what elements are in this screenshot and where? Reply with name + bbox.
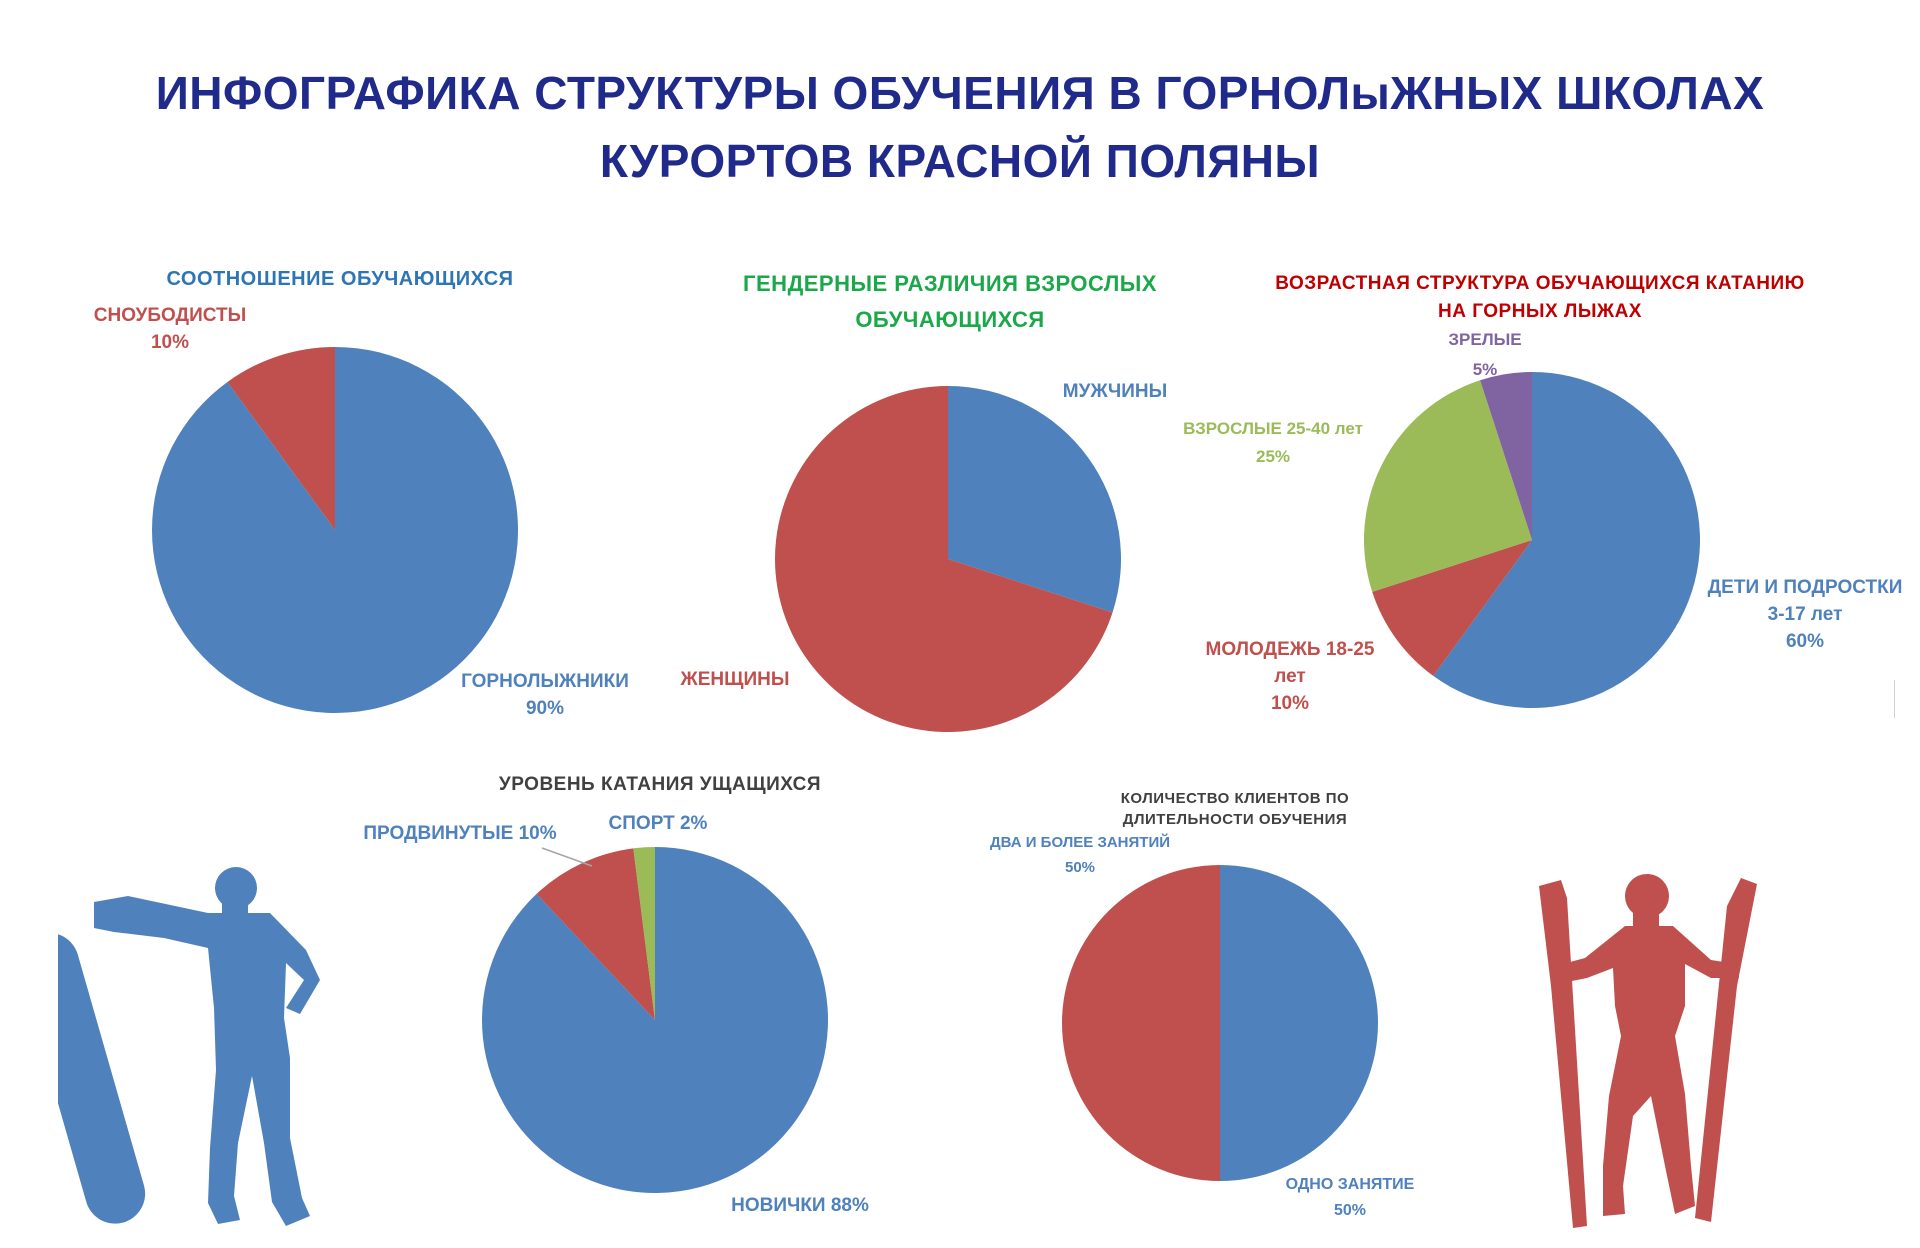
snowboarder-silhouette-icon	[58, 867, 320, 1226]
chart-3-label-children-name: ДЕТИ И ПОДРОСТКИ	[1707, 577, 1903, 598]
chart-3-pie	[1364, 372, 1700, 708]
chart-5-title: КОЛИЧЕСТВО КЛИЕНТОВ ПО ДЛИТЕЛЬНОСТИ ОБУЧ…	[1070, 788, 1400, 830]
chart-1-slice-2	[227, 347, 335, 530]
chart-2-title: ГЕНДЕРНЫЕ РАЗЛИЧИЯ ВЗРОСЛЫХ ОБУЧАЮЩИХСЯ	[680, 266, 1220, 338]
chart-3-label-adults-value: 25%	[1255, 447, 1291, 466]
chart-5-title-line-2: ДЛИТЕЛЬНОСТИ ОБУЧЕНИЯ	[1122, 811, 1348, 828]
chart-3-label-adults-name: ВЗРОСЛЫЕ 25-40 лет	[1183, 419, 1363, 438]
chart-2-label-women-name: ЖЕНЩИНЫ	[680, 669, 790, 690]
chart-3-label-children-sub: 3-17 лет	[1767, 604, 1843, 625]
chart-2-title-line-1: ГЕНДЕРНЫЕ РАЗЛИЧИЯ ВЗРОСЛЫХ	[743, 271, 1157, 296]
chart-1-label-skiers-name: ГОРНОЛЫЖНИКИ	[461, 671, 629, 692]
chart-4-pie	[481, 847, 828, 1193]
chart-1-label-snowboarders: СНОУБОДИСТЫ 10%	[40, 302, 300, 356]
chart-2-slice-1	[948, 386, 1121, 613]
chart-5-label-two-plus-name: ДВА И БОЛЕЕ ЗАНЯТИЙ	[989, 834, 1171, 851]
page-title-line-1: ИНФОГРАФИКА СТРУКТУРЫ ОБУЧЕНИЯ В ГОРНОЛы…	[155, 67, 1765, 119]
chart-3-label-youth-sub: лет	[1274, 666, 1306, 687]
chart-4-label-sport: СПОРТ 2%	[588, 810, 728, 837]
divider-line	[1894, 680, 1895, 718]
chart-3-label-mature-value: 5%	[1472, 360, 1498, 379]
chart-5-label-two-plus: ДВА И БОЛЕЕ ЗАНЯТИЙ 50%	[955, 830, 1205, 880]
chart-2-pie	[775, 386, 1121, 732]
chart-3-slice-1	[1433, 372, 1700, 708]
chart-1-label-skiers-value: 90%	[525, 698, 565, 719]
chart-5-title-line-1: КОЛИЧЕСТВО КЛИЕНТОВ ПО	[1120, 790, 1350, 807]
chart-2-slice-2	[775, 386, 1113, 732]
chart-5-pie	[1062, 865, 1378, 1181]
chart-3-title-line-1: ВОЗРАСТНАЯ СТРУКТУРА ОБУЧАЮЩИХСЯ КАТАНИЮ	[1275, 273, 1805, 294]
chart-4-label-beginners: НОВИЧКИ 88%	[690, 1192, 910, 1219]
chart-5-label-one: ОДНО ЗАНЯТИЕ 50%	[1250, 1172, 1450, 1224]
chart-3-label-youth-value: 10%	[1270, 693, 1310, 714]
chart-1-label-snowboarders-value: 10%	[150, 332, 190, 353]
chart-3-title-line-2: НА ГОРНЫХ ЛЫЖАХ	[1438, 301, 1642, 322]
chart-3-slice-2	[1372, 540, 1532, 676]
chart-4-slice-2	[536, 848, 655, 1020]
chart-5-slice-1	[1220, 865, 1378, 1181]
page-title-line-2: КУРОРТОВ КРАСНОЙ ПОЛЯНЫ	[599, 135, 1321, 187]
chart-1-title: СООТНОШЕНИЕ ОБУЧАЮЩИХСЯ	[166, 268, 514, 290]
chart-4-title: УРОВЕНЬ КАТАНИЯ УЩАЩИХСЯ	[498, 774, 822, 795]
chart-2-label-men: МУЖЧИНЫ	[1040, 378, 1190, 405]
chart-4-label-sport-value: СПОРТ 2%	[608, 813, 708, 834]
chart-1-label-snowboarders-name: СНОУБОДИСТЫ	[93, 305, 247, 326]
chart-3-label-mature-name: ЗРЕЛЫЕ	[1448, 330, 1522, 349]
chart-4-label-advanced: ПРОДВИНУТЫЕ 10%	[340, 820, 580, 847]
skier-silhouette-icon	[1539, 874, 1757, 1228]
chart-5-label-one-value: 50%	[1333, 1202, 1367, 1219]
chart-3-label-youth-name: МОЛОДЕЖЬ 18-25	[1205, 639, 1375, 660]
chart-3-label-children-value: 60%	[1785, 631, 1825, 652]
chart-4-leader-line	[541, 847, 593, 867]
chart-5-slice-2	[1062, 865, 1220, 1181]
chart-4-slice-3	[633, 847, 655, 1020]
chart-4-slice-1	[481, 847, 828, 1193]
chart-5-label-one-name: ОДНО ЗАНЯТИЕ	[1285, 1176, 1415, 1193]
chart-3-label-mature: ЗРЕЛЫЕ 5%	[1410, 325, 1560, 385]
chart-2-label-men-name: МУЖЧИНЫ	[1062, 381, 1168, 402]
chart-2-label-women: ЖЕНЩИНЫ	[660, 666, 810, 693]
chart-1-slice-1	[151, 347, 518, 713]
chart-3-title: ВОЗРАСТНАЯ СТРУКТУРА ОБУЧАЮЩИХСЯ КАТАНИЮ…	[1240, 270, 1840, 326]
chart-3-label-adults: ВЗРОСЛЫЕ 25-40 лет 25%	[1168, 415, 1378, 471]
chart-3-slice-4	[1480, 372, 1532, 540]
chart-3-label-children: ДЕТИ И ПОДРОСТКИ 3-17 лет 60%	[1690, 574, 1920, 655]
chart-3-label-youth: МОЛОДЕЖЬ 18-25 лет 10%	[1180, 636, 1400, 717]
chart-3-slice-3	[1364, 380, 1532, 592]
chart-1-pie	[151, 347, 518, 713]
chart-1-label-skiers: ГОРНОЛЫЖНИКИ 90%	[420, 668, 670, 722]
chart-5-label-two-plus-value: 50%	[1064, 859, 1096, 876]
chart-4-label-beginners-value: НОВИЧКИ 88%	[731, 1195, 869, 1216]
chart-2-title-line-2: ОБУЧАЮЩИХСЯ	[855, 307, 1045, 332]
chart-4-label-advanced-value: ПРОДВИНУТЫЕ 10%	[363, 823, 557, 844]
